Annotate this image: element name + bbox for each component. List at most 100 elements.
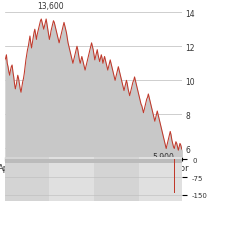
Bar <box>152 160 153 163</box>
Bar <box>13 160 14 163</box>
Bar <box>31 160 32 163</box>
Bar <box>65 160 66 163</box>
Bar <box>148 160 149 163</box>
Bar <box>7 160 8 163</box>
Bar <box>103 160 104 163</box>
Bar <box>49 160 50 163</box>
Bar <box>147 160 148 163</box>
Bar <box>139 157 182 201</box>
Bar <box>23 160 24 163</box>
Bar <box>115 160 116 163</box>
Bar <box>111 160 112 163</box>
Bar <box>133 160 134 163</box>
Bar <box>80 160 81 163</box>
Bar <box>151 160 152 163</box>
Bar <box>154 160 155 163</box>
Bar <box>21 160 22 163</box>
Bar <box>19 160 20 163</box>
Bar <box>4 160 5 163</box>
Bar <box>94 160 95 163</box>
Bar <box>129 160 130 163</box>
Bar <box>40 160 41 163</box>
Bar <box>104 160 105 163</box>
Bar <box>11 160 12 163</box>
Bar <box>29 160 30 163</box>
Bar <box>106 160 107 163</box>
Bar <box>64 160 65 163</box>
Bar <box>5 157 49 201</box>
Bar <box>5 160 6 163</box>
Bar <box>123 160 124 163</box>
Bar <box>77 160 78 163</box>
Bar <box>90 160 91 163</box>
Bar <box>38 160 39 163</box>
Bar <box>120 160 121 163</box>
Bar <box>135 160 136 163</box>
Bar <box>39 160 40 163</box>
Bar <box>86 160 87 163</box>
Bar <box>121 160 122 163</box>
Bar <box>15 160 16 163</box>
Bar <box>176 160 177 163</box>
Bar <box>174 160 175 193</box>
Bar <box>124 160 125 163</box>
Bar <box>170 160 171 163</box>
Bar <box>102 160 103 163</box>
Bar <box>62 160 63 163</box>
Bar <box>72 160 73 163</box>
Bar <box>166 160 167 163</box>
Bar <box>61 160 62 163</box>
Bar <box>49 157 94 201</box>
Bar <box>47 160 48 163</box>
Bar <box>85 160 86 163</box>
Bar <box>156 160 157 163</box>
Bar <box>174 160 175 163</box>
Bar <box>180 160 181 163</box>
Bar <box>59 160 60 163</box>
Bar <box>71 160 72 163</box>
Bar <box>22 160 23 163</box>
Bar <box>126 160 127 163</box>
Bar <box>95 160 96 163</box>
Bar <box>101 160 102 163</box>
Bar <box>46 160 47 163</box>
Bar <box>125 160 126 163</box>
Bar <box>79 160 80 163</box>
Bar <box>25 160 26 163</box>
Bar <box>119 160 120 163</box>
Bar <box>109 160 110 163</box>
Bar <box>168 160 169 163</box>
Bar <box>53 160 54 163</box>
Bar <box>83 160 84 163</box>
Bar <box>137 160 138 163</box>
Bar <box>93 160 94 163</box>
Bar <box>78 160 79 163</box>
Bar <box>52 160 53 163</box>
Bar <box>157 160 158 163</box>
Bar <box>54 160 55 163</box>
Bar <box>56 160 57 163</box>
Bar <box>173 160 174 163</box>
Bar <box>117 160 118 163</box>
Bar <box>132 160 133 163</box>
Bar <box>92 160 93 163</box>
Bar <box>99 160 100 163</box>
Bar <box>50 160 51 163</box>
Bar <box>24 160 25 163</box>
Bar <box>10 160 11 163</box>
Bar <box>162 160 163 163</box>
Bar <box>128 160 129 163</box>
Bar <box>67 160 68 163</box>
Bar <box>160 160 161 163</box>
Bar <box>179 160 180 163</box>
Bar <box>60 160 61 163</box>
Bar <box>134 160 135 163</box>
Bar <box>181 160 182 163</box>
Bar <box>171 160 172 163</box>
Bar <box>63 160 64 163</box>
Bar <box>100 160 101 163</box>
Text: 5,900: 5,900 <box>153 152 175 161</box>
Bar <box>112 160 113 163</box>
Bar <box>37 160 38 163</box>
Bar <box>143 160 144 163</box>
